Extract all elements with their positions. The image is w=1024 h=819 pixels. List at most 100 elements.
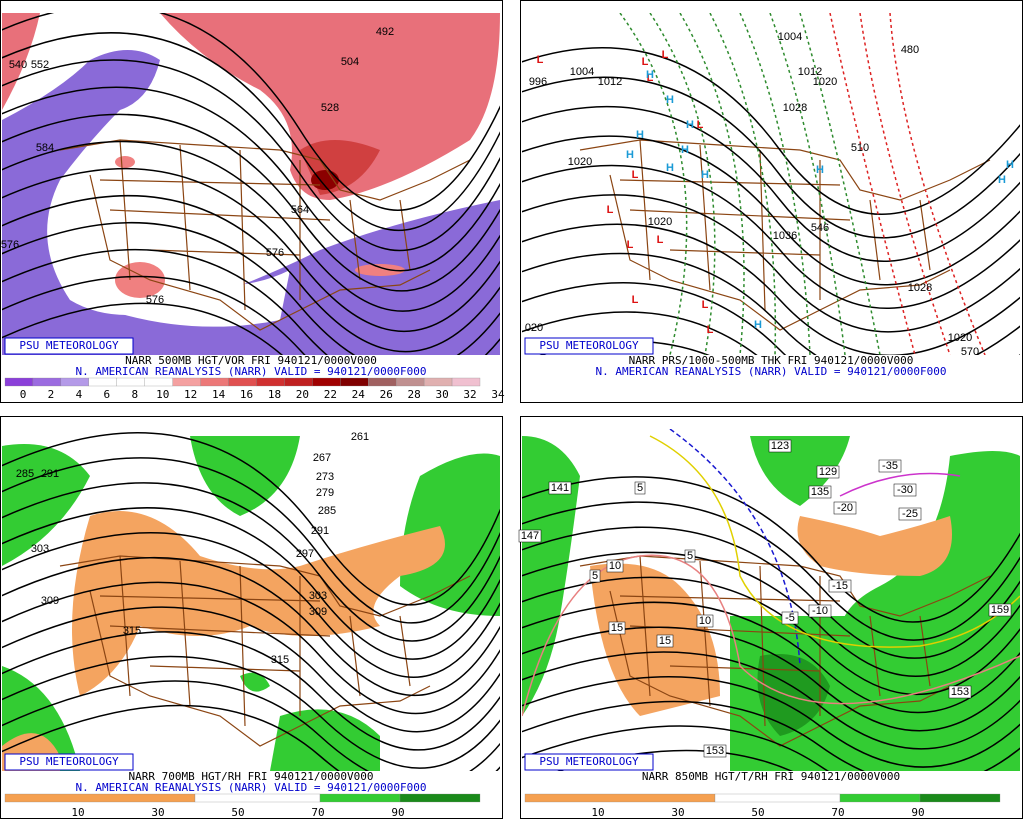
pressure-center: L <box>702 299 709 311</box>
isotherm <box>669 429 801 667</box>
contour-label: 291 <box>311 525 329 537</box>
contour-label: 5 <box>687 550 693 562</box>
contour-label: 1036 <box>773 230 797 242</box>
contour-label: 546 <box>811 222 829 234</box>
isotherm <box>839 472 961 497</box>
contour <box>522 700 1020 771</box>
pressure-center: H <box>701 169 709 181</box>
colorbar-cell <box>399 793 481 803</box>
label-box <box>816 465 840 479</box>
contour <box>2 249 500 355</box>
label-box <box>833 501 857 515</box>
colorbar-label: 50 <box>231 806 244 819</box>
borders <box>579 555 991 747</box>
badge: PSU METEOROLOGY <box>19 755 119 768</box>
colorbar-label: 10 <box>156 388 169 401</box>
thickness-contour <box>859 13 951 355</box>
contour-label: 510 <box>851 142 869 154</box>
contour-label: 996 <box>529 76 547 88</box>
thickness-contour <box>679 13 745 355</box>
contour <box>2 704 500 771</box>
contour-label: 570 <box>961 346 979 358</box>
contour <box>2 86 500 272</box>
pressure-center: H <box>636 129 644 141</box>
pressure-center: H <box>666 94 674 106</box>
contour <box>2 556 500 697</box>
contour-label: -5 <box>785 612 795 624</box>
subcaption: N. AMERICAN REANALYSIS (NARR) VALID = 94… <box>76 365 427 378</box>
badge-box <box>524 753 654 771</box>
panel: 9961004101210201020102810361004101210204… <box>520 0 1023 403</box>
colorbar-cell <box>340 377 369 387</box>
shaded-area <box>757 654 830 736</box>
contour <box>2 113 500 292</box>
contour-label: 297 <box>296 548 314 560</box>
shaded-area <box>2 444 90 566</box>
contour <box>522 551 1020 677</box>
pressure-center: L <box>662 49 669 61</box>
colorbar-cell <box>284 377 313 387</box>
colorbar-label: 16 <box>240 388 253 401</box>
panel: 540 552 492 504 528 584 576 564 576 576 PSU METEOR… <box>0 0 505 403</box>
contour <box>2 531 500 678</box>
contour <box>2 275 306 355</box>
map <box>2 429 500 771</box>
shaded-area <box>240 672 270 692</box>
contour <box>522 282 1020 355</box>
panel: 261 267 273 279 285 291 297 303 309 315 309 303 315 2… <box>0 416 503 819</box>
map <box>522 13 1020 355</box>
colorbar-cell <box>194 793 321 803</box>
pressure-center: L <box>697 119 704 131</box>
shaded-area <box>115 262 165 298</box>
colorbar-label: 28 <box>408 388 421 401</box>
contour-label: 303 <box>31 543 49 555</box>
colorbar-cell <box>396 377 425 387</box>
colorbar-label: 90 <box>911 806 924 819</box>
contour-label: 135 <box>811 486 829 498</box>
contour <box>2 221 500 355</box>
shaded-area <box>522 436 580 716</box>
contour <box>2 167 500 332</box>
contour-label: 480 <box>901 44 919 56</box>
contour <box>2 581 500 715</box>
map <box>2 13 500 355</box>
contour-label: -20 <box>837 502 853 514</box>
contour-label: 303 <box>309 590 327 602</box>
badge: PSU METEOROLOGY <box>539 755 639 768</box>
colorbar-label: 18 <box>268 388 281 401</box>
contour-label: 1020 <box>568 156 592 168</box>
thickness-contour <box>889 13 986 355</box>
label-box <box>684 549 696 563</box>
contour-label: 147 <box>521 530 539 542</box>
contour-label: 10 <box>609 560 621 572</box>
thickness-contour <box>619 13 688 355</box>
contour-label: 504 <box>341 56 359 68</box>
contour-label: 564 <box>291 204 309 216</box>
colorbar-cell <box>451 377 481 387</box>
contour-label: 267 <box>313 452 331 464</box>
contour-label: 123 <box>771 440 789 452</box>
contour-label: 10 <box>699 615 711 627</box>
contour-label: 1020 <box>813 76 837 88</box>
thickness-contour <box>649 13 716 355</box>
contour <box>522 676 1020 768</box>
pressure-center: H <box>816 164 824 176</box>
colorbar-cell <box>32 377 62 387</box>
label-box <box>808 485 832 499</box>
shaded-area <box>2 13 40 110</box>
contour-label: -30 <box>897 484 913 496</box>
label-box <box>948 685 972 699</box>
contour-label: 261 <box>351 431 369 443</box>
caption: NARR 850MB HGT/T/RH FRI 940121/0000V000 <box>642 770 900 783</box>
colorbar-cell <box>60 377 89 387</box>
contour-label: 1028 <box>783 102 807 114</box>
colorbar-cell <box>368 377 397 387</box>
label-box <box>548 481 572 495</box>
contour <box>522 601 1020 714</box>
colorbar-label: 34 <box>491 388 505 401</box>
label-box <box>781 611 799 625</box>
contour <box>522 252 1020 355</box>
colorbar-label: 30 <box>435 388 448 401</box>
contour-label: 576 <box>146 294 164 306</box>
